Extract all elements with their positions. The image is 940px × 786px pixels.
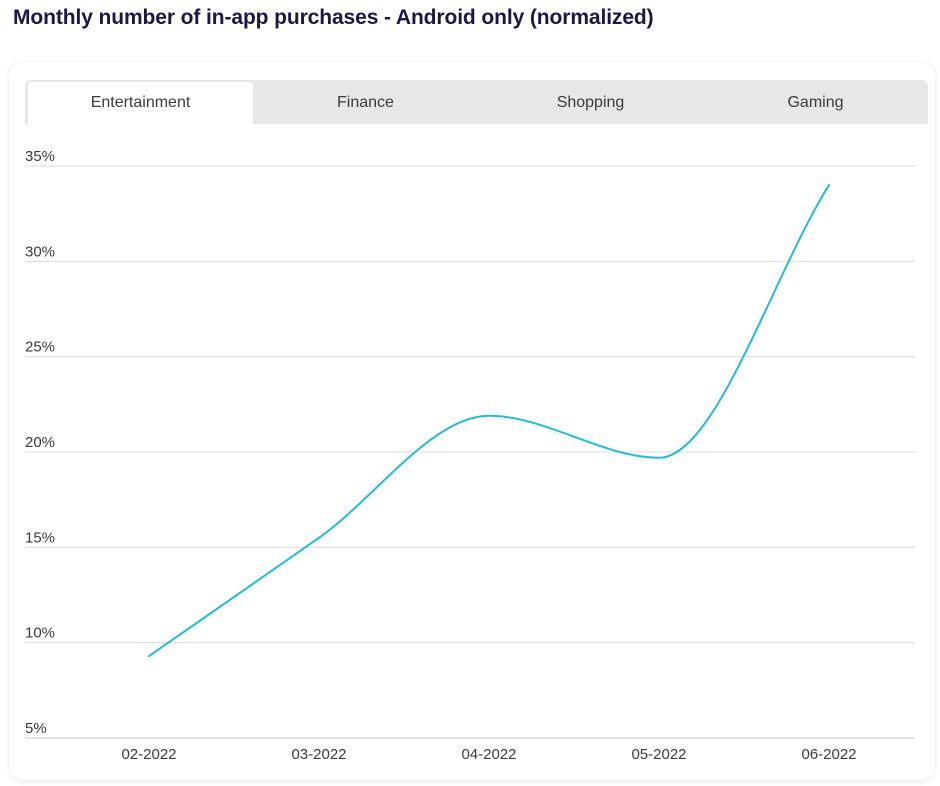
tab-finance[interactable]: Finance xyxy=(337,94,394,111)
page-title: Monthly number of in-app purchases - And… xyxy=(13,6,654,29)
chart-card xyxy=(9,62,935,780)
tab-gaming[interactable]: Gaming xyxy=(787,94,844,111)
tab-shopping[interactable]: Shopping xyxy=(556,94,625,111)
tab-entertainment[interactable]: Entertainment xyxy=(28,82,253,124)
category-tabs: Entertainment Finance Shopping Gaming xyxy=(25,80,928,124)
